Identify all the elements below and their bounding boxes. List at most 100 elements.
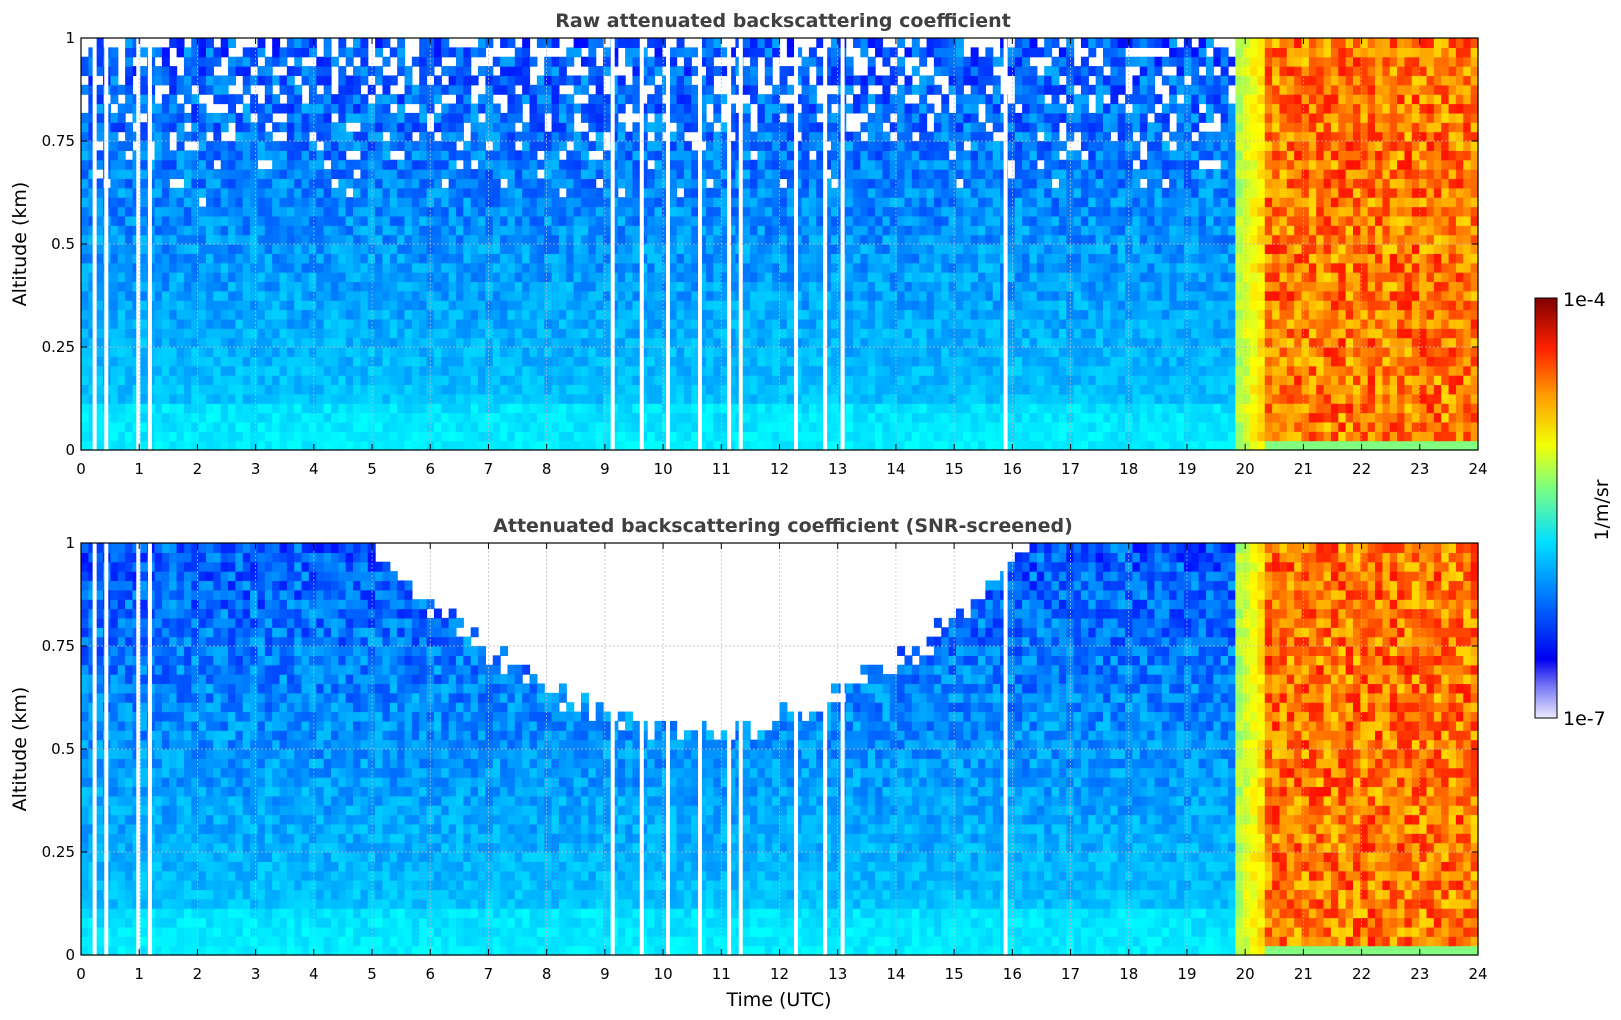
heatmap-cell [580, 262, 589, 273]
heatmap-cell [860, 169, 869, 180]
heatmap-cell [455, 197, 464, 208]
heatmap-cell [860, 159, 869, 170]
heatmap-cell [492, 421, 501, 432]
heatmap-cell [345, 421, 354, 432]
heatmap-cell [176, 38, 185, 48]
heatmap-cell [808, 281, 817, 292]
heatmap-cell [250, 253, 259, 264]
heatmap-cell [558, 112, 567, 123]
heatmap-cell [654, 337, 663, 348]
heatmap-cell [595, 309, 604, 320]
heatmap-cell [338, 281, 347, 292]
heatmap-cell [904, 328, 913, 339]
heatmap-cell [411, 309, 420, 320]
heatmap-cell [88, 403, 97, 414]
heatmap-cell [316, 337, 325, 348]
heatmap-cell [88, 244, 97, 254]
heatmap-cell [661, 300, 670, 311]
heatmap-cell [955, 197, 964, 208]
heatmap-cell [176, 141, 185, 151]
heatmap-cell [713, 309, 722, 320]
heatmap-cell [463, 159, 472, 170]
heatmap-cell [125, 47, 134, 58]
heatmap-cell [978, 403, 986, 414]
heatmap-cell [603, 244, 611, 254]
heatmap-cell [411, 318, 420, 329]
heatmap-cell [441, 328, 450, 339]
heatmap-cell [139, 253, 148, 264]
heatmap-cell [757, 328, 766, 339]
heatmap-cell [566, 75, 575, 86]
heatmap-cell [360, 365, 369, 376]
heatmap-cell [250, 94, 259, 105]
heatmap-cell [213, 244, 222, 254]
heatmap-cell [757, 103, 766, 114]
heatmap-cell [955, 84, 964, 95]
heatmap-cell [683, 103, 692, 114]
heatmap-cell [176, 103, 185, 114]
heatmap-cell [595, 375, 604, 386]
heatmap-cell [478, 431, 486, 442]
heatmap-cell [661, 393, 670, 404]
heatmap-cell [705, 328, 714, 339]
heatmap-cell [125, 393, 134, 404]
heatmap-cell [897, 309, 906, 320]
heatmap-cell [419, 234, 428, 245]
heatmap-cell [794, 318, 803, 329]
heatmap-cell [117, 365, 126, 376]
heatmap-cell [205, 403, 214, 414]
heatmap-cell [580, 431, 589, 442]
heatmap-cell [536, 234, 545, 245]
heatmap-cell [220, 75, 229, 86]
heatmap-cell [654, 169, 663, 180]
heatmap-cell [169, 234, 178, 245]
heatmap-cell [632, 290, 641, 301]
heatmap-cell [470, 206, 479, 217]
heatmap-cell [191, 272, 200, 283]
heatmap-cell [573, 309, 582, 320]
heatmap-cell [558, 272, 567, 283]
heatmap-cell [242, 384, 251, 395]
heatmap-cell [235, 159, 244, 170]
heatmap-cell [448, 393, 457, 404]
heatmap-cell [926, 84, 935, 95]
heatmap-cell [955, 347, 964, 357]
heatmap-cell [478, 187, 486, 198]
heatmap-cell [595, 103, 604, 114]
heatmap-cell [286, 103, 295, 114]
heatmap-cell [867, 375, 876, 386]
heatmap-cell [647, 56, 656, 67]
heatmap-cell [933, 365, 942, 376]
heatmap-cell [301, 318, 310, 329]
heatmap-cell [228, 403, 236, 414]
heatmap-cell [205, 421, 214, 432]
heatmap-cell [382, 272, 391, 283]
heatmap-cell [970, 300, 979, 311]
heatmap-cell [419, 347, 428, 357]
heatmap-cell [955, 112, 964, 123]
heatmap-cell [257, 393, 266, 404]
heatmap-cell [522, 206, 531, 217]
heatmap-cell [125, 122, 134, 133]
heatmap-cell [507, 337, 516, 348]
heatmap-cell [360, 187, 369, 198]
heatmap-cell [941, 403, 950, 414]
heatmap-cell [316, 56, 325, 67]
heatmap-cell [242, 56, 251, 67]
heatmap-cell [955, 290, 964, 301]
heatmap-cell [705, 131, 714, 142]
heatmap-cell [772, 300, 781, 311]
heatmap-cell [647, 431, 656, 442]
heatmap-cell [808, 197, 817, 208]
heatmap-cell [514, 94, 523, 105]
heatmap-cell [279, 375, 288, 386]
heatmap-cell [897, 356, 906, 367]
heatmap-cell [661, 103, 670, 114]
heatmap-cell [536, 112, 545, 123]
heatmap-cell [213, 84, 222, 95]
heatmap-cell [338, 94, 347, 105]
heatmap-cell [720, 141, 729, 151]
heatmap-cell [705, 84, 714, 95]
heatmap-cell [889, 337, 898, 348]
heatmap-cell [588, 178, 597, 189]
